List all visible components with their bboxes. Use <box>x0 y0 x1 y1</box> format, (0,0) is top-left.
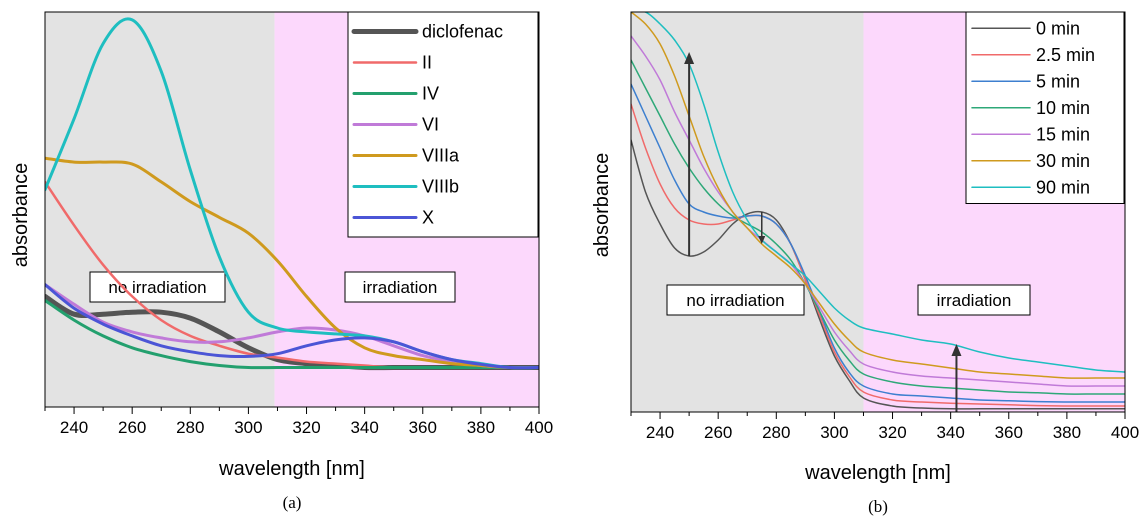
plot-frame-a <box>44 11 540 408</box>
x-tick-label: 280 <box>762 423 790 442</box>
arrow-up-icon <box>951 344 962 412</box>
x-tick-label: 260 <box>704 423 732 442</box>
legend-item: VIIIb <box>352 177 459 197</box>
series-line-15-min <box>631 35 1125 387</box>
x-tick-label: 360 <box>995 423 1023 442</box>
legend-item: X <box>352 208 434 228</box>
legend-label: 10 min <box>1036 98 1090 118</box>
x-tick-label: 240 <box>646 423 674 442</box>
plot-frame-b <box>630 11 1126 413</box>
series-line-iv <box>45 298 539 370</box>
x-tick-label: 260 <box>118 418 146 437</box>
region-label-box <box>666 284 805 316</box>
x-axis-label-a: wavelength [nm] <box>218 458 365 480</box>
region-label-0: no irradiation <box>666 284 805 316</box>
x-tick-label: 340 <box>350 418 378 437</box>
region-no-irradiation <box>631 12 864 412</box>
x-tick-label: 300 <box>234 418 262 437</box>
series-line-90-min <box>631 12 1125 373</box>
legend-item: 90 min <box>971 177 1090 197</box>
region-label-text: irradiation <box>363 278 438 297</box>
legend-label: diclofenac <box>422 22 503 42</box>
legend-label: X <box>422 208 434 228</box>
legend-item: VI <box>352 115 439 135</box>
legend-label: 15 min <box>1036 124 1090 144</box>
x-tick-label: 360 <box>409 418 437 437</box>
x-tick-label: 280 <box>176 418 204 437</box>
series-line-0-min <box>631 139 1125 410</box>
legend-label: 0 min <box>1036 18 1080 38</box>
region-label-1: irradiation <box>917 284 1031 316</box>
legend-item: diclofenac <box>351 22 503 42</box>
x-tick-label: 300 <box>820 423 848 442</box>
chart-a: no irradiation irradiation 240 260 280 300 32… <box>10 11 553 512</box>
legend-item: IV <box>352 84 439 104</box>
legend-label: 30 min <box>1036 151 1090 171</box>
region-label-1: irradiation <box>344 271 456 303</box>
legend-label: VI <box>422 115 439 135</box>
y-axis-label-a: absorbance <box>10 163 32 268</box>
legend-item: 2.5 min <box>971 45 1095 65</box>
x-tick-label: 340 <box>936 423 964 442</box>
region-label-0: no irradiation <box>89 271 226 303</box>
x-axis-label-b: wavelength [nm] <box>804 462 951 484</box>
x-tick-label: 400 <box>1111 423 1139 442</box>
legend-item: II <box>352 53 432 73</box>
legend-label: 5 min <box>1036 71 1080 91</box>
series-line-10-min <box>631 59 1125 395</box>
x-tick-label: 240 <box>60 418 88 437</box>
legend-item: 10 min <box>971 98 1090 118</box>
legend-label: II <box>422 53 432 73</box>
chart-b: no irradiation irradiation 240 260 280 300 32… <box>591 11 1139 516</box>
region-label-box <box>917 284 1031 316</box>
x-tick-label: 380 <box>467 418 495 437</box>
y-axis-label-b: absorbance <box>591 153 613 258</box>
series-line-viiia <box>45 156 539 370</box>
x-tick-label: 380 <box>1053 423 1081 442</box>
legend-label: 90 min <box>1036 177 1090 197</box>
legend-item: VIIIa <box>352 146 460 166</box>
panel-label-b: (b) <box>868 497 888 516</box>
legend-item: 5 min <box>971 71 1080 91</box>
legend-item: 30 min <box>971 151 1090 171</box>
legend-item: 0 min <box>971 18 1080 38</box>
region-label-text: irradiation <box>937 291 1012 310</box>
legend-label: IV <box>422 84 439 104</box>
x-tick-label: 320 <box>878 423 906 442</box>
region-label-box <box>344 271 456 303</box>
arrow-up-icon <box>684 52 695 256</box>
region-label-text: no irradiation <box>686 291 784 310</box>
series-line-x <box>45 283 539 370</box>
x-tick-label: 400 <box>525 418 553 437</box>
legend-item: 15 min <box>971 124 1090 144</box>
panel-label-a: (a) <box>283 493 302 512</box>
x-tick-label: 320 <box>292 418 320 437</box>
legend-label: VIIIb <box>422 177 459 197</box>
arrow-down-icon <box>758 212 766 244</box>
legend-label: 2.5 min <box>1036 45 1095 65</box>
series-line-30-min <box>631 12 1125 379</box>
region-label-text: no irradiation <box>108 278 206 297</box>
legend-label: VIIIa <box>422 146 460 166</box>
